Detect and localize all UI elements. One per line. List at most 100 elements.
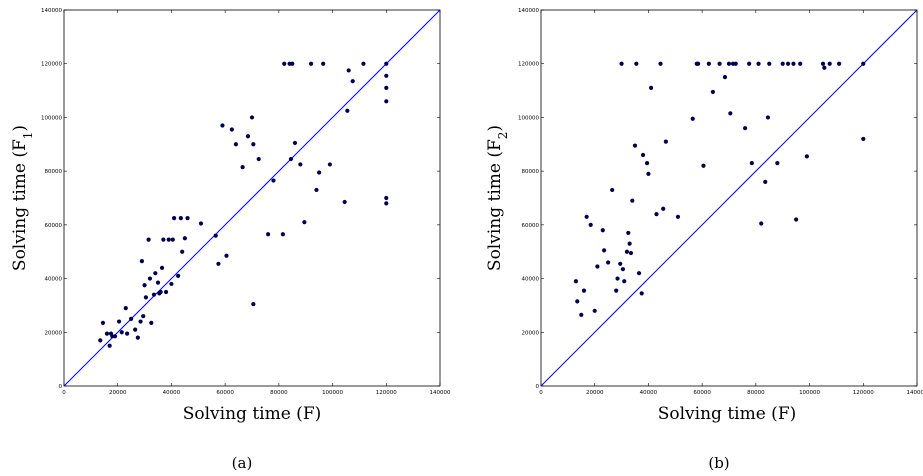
plot-frame: [63, 9, 441, 387]
data-point: [743, 126, 748, 131]
x-tick-label: 0: [62, 390, 66, 396]
x-tick-label: 120000: [853, 390, 874, 396]
diagonal-line: [63, 9, 441, 387]
y-tick-label: 80000: [45, 169, 63, 175]
data-point: [775, 160, 780, 166]
data-point: [116, 319, 122, 324]
data-point: [722, 75, 728, 80]
data-point: [104, 331, 110, 336]
y-tick-label: 120000: [518, 62, 539, 68]
data-point: [575, 299, 580, 304]
data-point: [820, 61, 826, 66]
data-point: [266, 232, 271, 237]
data-point: [288, 156, 294, 162]
data-point: [361, 61, 366, 66]
data-point: [146, 237, 151, 242]
data-point: [584, 214, 589, 219]
data-point: [595, 264, 600, 269]
x-tick-label: 40000: [163, 390, 181, 396]
data-point: [620, 267, 626, 272]
data-point: [384, 201, 389, 206]
data-point: [282, 61, 287, 66]
data-point: [292, 140, 298, 146]
data-point: [166, 237, 171, 242]
data-point: [185, 216, 190, 221]
data-point: [619, 61, 624, 66]
y-tick-label: 0: [536, 384, 540, 390]
data-point: [350, 79, 355, 84]
data-point: [588, 222, 593, 227]
data-point: [710, 89, 715, 95]
data-point: [763, 179, 768, 184]
x-tick-label: 60000: [216, 390, 234, 396]
data-point: [327, 162, 332, 167]
data-point: [749, 160, 754, 166]
data-point: [384, 85, 389, 90]
data-point: [298, 162, 303, 167]
data-point: [636, 271, 642, 276]
data-point: [98, 338, 103, 343]
data-point: [135, 335, 140, 340]
data-point: [573, 279, 579, 284]
data-point: [622, 279, 627, 284]
data-point: [245, 134, 251, 139]
data-point: [158, 289, 163, 295]
x-tick-label: 120000: [376, 390, 397, 396]
x-tick-label: 80000: [270, 390, 288, 396]
data-point: [342, 199, 347, 205]
data-point: [627, 241, 632, 246]
data-point: [690, 116, 695, 121]
data-point: [290, 61, 295, 66]
data-point: [155, 280, 161, 285]
data-point: [138, 319, 143, 324]
data-point: [384, 61, 389, 66]
y-tick-label: 60000: [522, 223, 540, 229]
y-tick-label: 60000: [45, 223, 63, 229]
data-point: [602, 248, 607, 253]
data-point: [302, 220, 307, 225]
data-point: [628, 250, 634, 256]
data-point: [139, 259, 144, 264]
data-point: [696, 61, 701, 66]
data-point: [143, 295, 149, 300]
data-point: [249, 115, 255, 120]
data-point: [133, 327, 138, 332]
x-tick-label: 80000: [747, 390, 765, 396]
data-point: [861, 61, 866, 66]
data-point: [151, 292, 157, 297]
x-tick-label: 140000: [907, 390, 923, 396]
data-point: [169, 281, 174, 287]
data-point: [125, 331, 130, 336]
data-point: [256, 156, 261, 162]
data-point: [646, 171, 651, 176]
data-point: [759, 221, 764, 226]
y-tick-label: 40000: [522, 277, 540, 283]
data-point: [626, 230, 631, 236]
data-point: [606, 260, 611, 265]
data-point: [639, 291, 644, 296]
data-point: [220, 123, 225, 128]
data-point: [780, 61, 785, 66]
x-tick-label: 140000: [430, 390, 451, 396]
data-point: [632, 143, 638, 148]
data-point: [600, 228, 605, 233]
data-point: [251, 142, 256, 147]
data-point: [624, 249, 630, 254]
data-point: [251, 301, 256, 307]
y-tick-label: 20000: [45, 330, 63, 336]
data-point: [618, 261, 623, 266]
data-point: [767, 61, 772, 66]
data-point: [100, 320, 106, 325]
data-point: [216, 261, 221, 266]
data-point: [159, 265, 165, 270]
panel-caption: (a): [232, 454, 253, 472]
x-tick-label: 100000: [799, 390, 820, 396]
data-point: [180, 249, 185, 254]
data-point: [765, 115, 771, 120]
data-point: [346, 68, 351, 73]
data-point: [861, 136, 866, 142]
panel-a: 0 20000 40000 60000 80000 100000 120000 140000 0…: [10, 8, 451, 472]
data-point: [794, 217, 799, 222]
data-point: [213, 233, 218, 238]
x-tick-label: 20000: [109, 390, 127, 396]
